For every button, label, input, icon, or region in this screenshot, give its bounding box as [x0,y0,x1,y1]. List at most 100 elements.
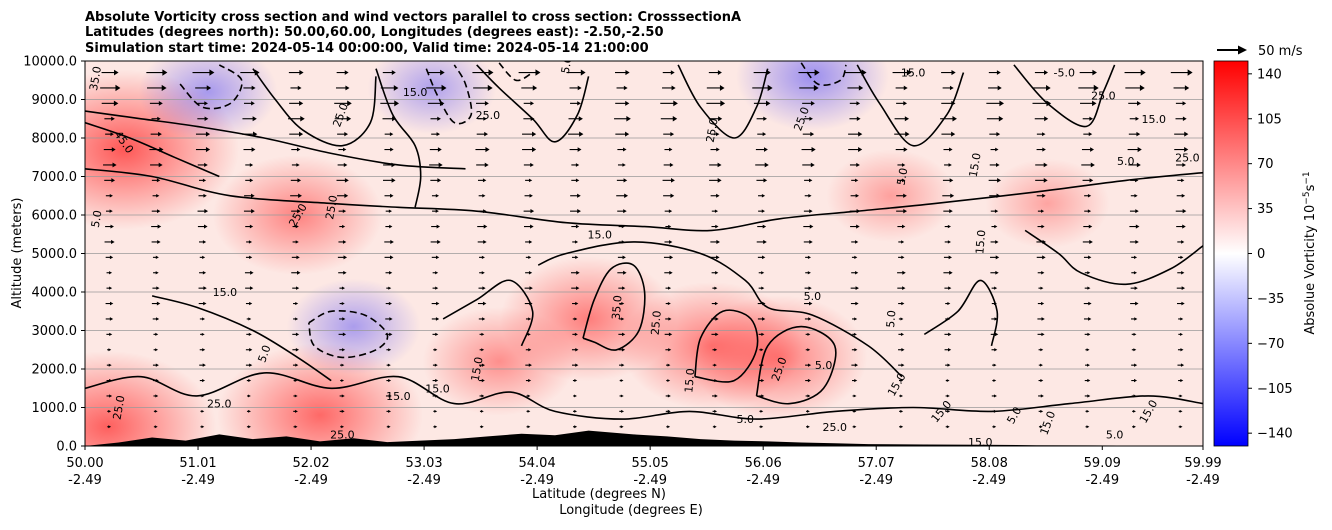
wind-arrowhead-18-11 [621,348,626,352]
x-tick-label-lon-4: -2.49 [520,473,554,488]
wind-arrowhead-13-4 [296,270,301,275]
wind-arrowhead-15-19 [993,301,997,306]
wind-arrowhead-23-22 [1133,425,1136,429]
contour-label-27: 15.0 [469,356,486,382]
wind-arrowhead-22-10 [574,409,578,413]
wind-arrowhead-8-19 [996,193,1001,198]
wind-arrowhead-6-11 [622,163,626,167]
contour-label-20: 25.0 [1091,90,1116,103]
wind-arrowhead-3-7 [437,116,441,121]
wind-arrowhead-14-8 [482,286,486,290]
wind-arrowhead-0-15 [814,69,820,76]
wind-arrowhead-0-14 [766,69,771,76]
wind-arrowhead-15-11 [621,301,625,306]
wind-arrowhead-12-13 [716,255,720,260]
wind-arrowhead-7-18 [949,178,954,183]
wind-arrowhead-21-8 [481,394,485,398]
wind-arrowhead-10-17 [901,224,906,229]
wind-arrowhead-10-5 [342,224,346,229]
wind-arrowhead-11-23 [1181,240,1185,244]
wind-arrowhead-9-15 [809,209,813,214]
wind-arrowhead-0-3 [254,69,260,76]
wind-arrowhead-19-14 [760,363,764,367]
colorbar-tick-label-1: 105 [1257,112,1282,127]
wind-arrowhead-21-22 [1133,394,1137,398]
wind-arrowhead-9-20 [1041,209,1045,213]
wind-arrowhead-3-18 [952,115,957,122]
wind-arrowhead-2-2 [204,101,208,106]
wind-arrowhead-19-10 [575,363,579,367]
wind-arrowhead-15-8 [482,301,487,306]
wind-arrowhead-9-13 [714,209,719,213]
wind-arrowhead-22-15 [807,409,810,413]
contour-label-5: 25.0 [323,194,340,220]
wind-arrowhead-6-14 [764,162,769,168]
wind-arrowhead-4-16 [858,131,863,137]
wind-arrowhead-20-0 [109,378,113,383]
wind-arrowhead-7-22 [1135,178,1139,183]
wind-arrowhead-21-6 [388,394,392,398]
wind-arrowhead-4-8 [484,131,488,137]
wind-arrowhead-1-4 [297,85,302,91]
wind-arrowhead-8-20 [1042,193,1046,198]
wind-arrowhead-23-11 [620,425,624,429]
contour-4 [582,262,646,351]
wind-arrowhead-1-1 [161,84,167,92]
wind-arrowhead-18-18 [948,348,952,352]
wind-arrowhead-13-23 [1181,270,1185,275]
wind-arrowhead-18-21 [1086,348,1090,352]
wind-arrowhead-0-22 [1140,69,1146,76]
wind-arrowhead-15-0 [109,301,114,306]
contour-label-3: 15.0 [213,286,238,299]
wind-arrowhead-6-8 [484,162,489,168]
wind-arrowhead-13-10 [576,270,580,275]
wind-arrowhead-21-3 [248,394,251,398]
wind-arrowhead-9-6 [388,209,392,213]
wind-arrowhead-18-19 [994,348,998,352]
contour-label-23: 25.0 [207,398,232,411]
wind-arrowhead-0-11 [625,69,630,76]
contour-2 [85,121,220,178]
x-tick-label-lat-1: 51.01 [179,456,216,471]
wind-arrowhead-11-19 [995,240,999,244]
wind-arrowhead-1-6 [393,85,399,91]
wind-arrowhead-3-5 [346,115,352,122]
x-tick-label-lat-8: 58.08 [971,456,1008,471]
wind-arrowhead-13-17 [902,270,906,275]
vorticity-patch-9 [985,158,1110,249]
wind-arrowhead-1-19 [997,85,1002,91]
wind-arrowhead-7-14 [763,178,768,183]
wind-arrowhead-14-9 [529,286,533,291]
colorbar-label-main: Absolue Vorticity 10 [1303,205,1318,335]
wind-arrowhead-12-6 [390,255,394,260]
wind-arrowhead-22-2 [201,409,205,413]
contour-label-12: 35.0 [610,295,625,321]
wind-arrowhead-8-11 [624,193,629,199]
wind-arrowhead-8-15 [808,193,812,198]
y-axis-ticks: 0.0 1000.0 2000.0 3000.0 4000.0 5000.0 6000.0 7… [23,55,85,455]
y-tick-label-5: 5000.0 [32,247,78,262]
vorticity-patch-7 [422,306,576,416]
wind-arrowhead-13-5 [343,270,347,275]
wind-arrowhead-15-9 [529,301,533,306]
wind-arrowhead-14-13 [714,286,718,290]
wind-arrowhead-19-18 [947,363,951,367]
wind-arrowhead-17-14 [761,332,765,337]
wind-arrowhead-14-18 [948,286,952,290]
x-tick-label-lon-9: -2.49 [1085,473,1119,488]
wind-arrowhead-18-7 [434,348,438,352]
wind-arrowhead-19-17 [901,363,905,367]
wind-arrowhead-13-14 [761,271,765,275]
wind-arrowhead-1-23 [1184,85,1190,91]
wind-arrowhead-17-3 [248,332,252,336]
x-tick-label-lon-2: -2.49 [294,473,328,488]
wind-arrowhead-7-10 [575,178,580,183]
x-tick-label-lat-3: 53.03 [405,456,442,471]
wind-arrowhead-5-3 [251,147,256,152]
x-tick-label-lat-2: 52.02 [292,456,329,471]
wind-arrowhead-21-23 [1179,394,1183,398]
contour-label-17: 5.0 [1117,155,1135,168]
wind-arrowhead-2-3 [251,101,255,106]
wind-arrowhead-4-7 [436,132,441,137]
wind-arrowhead-13-19 [995,270,999,275]
